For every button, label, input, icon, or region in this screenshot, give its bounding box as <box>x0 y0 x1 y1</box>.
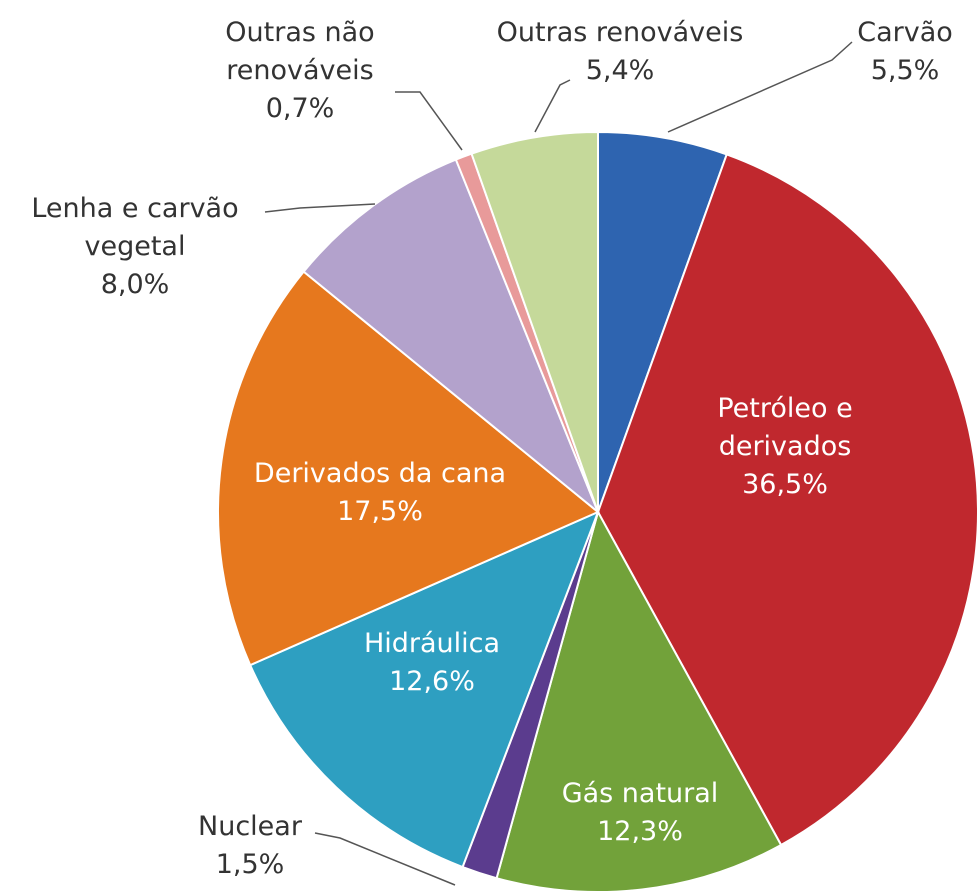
slice-label: Derivados da cana 17,5% <box>230 455 530 531</box>
leader-line <box>395 92 462 150</box>
category-label: Lenha e carvão vegetal <box>31 193 238 262</box>
slice-label: Hidráulica 12,6% <box>332 625 532 701</box>
category-label: Nuclear <box>198 811 302 842</box>
slice-label: Gás natural 12,3% <box>530 775 750 851</box>
category-label: Outras renováveis <box>497 17 744 48</box>
slice-label: Outras não renováveis 0,7% <box>210 14 390 128</box>
slice-label: Carvão 5,5% <box>830 14 979 90</box>
category-label: Hidráulica <box>364 628 500 659</box>
category-label: Petróleo e derivados <box>717 393 852 462</box>
category-label: Derivados da cana <box>254 458 506 489</box>
value-label: 0,7% <box>266 93 335 124</box>
slice-label: Lenha e carvão vegetal 8,0% <box>10 190 260 304</box>
value-label: 17,5% <box>337 496 423 527</box>
value-label: 5,5% <box>871 55 940 86</box>
category-label: Outras não renováveis <box>225 17 374 86</box>
value-label: 12,3% <box>597 816 683 847</box>
category-label: Gás natural <box>562 778 719 809</box>
category-label: Carvão <box>857 17 953 48</box>
value-label: 5,4% <box>586 55 655 86</box>
chart: Carvão 5,5% Petróleo e derivados 36,5% Gás n… <box>0 0 979 895</box>
leader-line <box>265 204 375 212</box>
value-label: 36,5% <box>742 469 828 500</box>
value-label: 1,5% <box>216 849 285 880</box>
value-label: 8,0% <box>101 269 170 300</box>
slice-label: Outras renováveis 5,4% <box>470 14 770 90</box>
value-label: 12,6% <box>389 666 475 697</box>
slice-label: Nuclear 1,5% <box>175 808 325 884</box>
slice-label: Petróleo e derivados 36,5% <box>685 390 885 504</box>
